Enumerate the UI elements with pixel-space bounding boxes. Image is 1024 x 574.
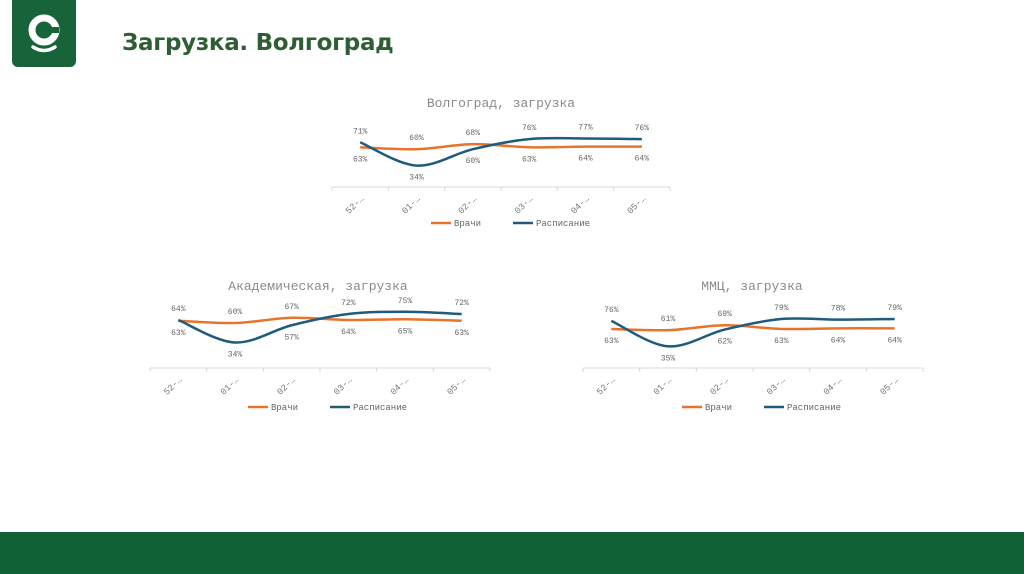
line-chart-2: ММЦ, загрузка 52-… 01-… 02-… 03-… 04-… 05-… 63%…: [582, 279, 924, 413]
series-line-Расписание: [610, 317, 895, 348]
footer-bar: [0, 532, 1024, 574]
data-label: 79%: [774, 304, 789, 313]
data-label: 64%: [831, 336, 846, 345]
data-label: 63%: [454, 329, 469, 338]
legend-label: Расписание: [787, 403, 841, 413]
data-label: 76%: [604, 306, 619, 315]
data-label: 60%: [466, 157, 481, 166]
x-tick-label: 03-…: [765, 375, 787, 397]
logo-icon: [28, 14, 60, 53]
data-label: 68%: [466, 129, 481, 138]
data-label: 34%: [228, 351, 243, 360]
legend-label: Врачи: [271, 403, 298, 413]
data-label: 76%: [635, 124, 650, 133]
data-label: 62%: [717, 338, 732, 347]
x-tick-label: 03-…: [332, 375, 354, 397]
data-label: 79%: [887, 304, 902, 313]
x-tick-label: 02-…: [708, 375, 730, 397]
data-label: 57%: [284, 333, 299, 342]
slide-title: Загрузка. Волгоград: [122, 30, 394, 56]
data-label: 60%: [228, 308, 243, 317]
legend-label: Врачи: [705, 403, 732, 413]
series-line-Расписание: [359, 136, 642, 167]
data-label: 63%: [774, 337, 789, 346]
x-tick-label: 04-…: [822, 375, 844, 397]
data-label: 78%: [831, 305, 846, 314]
chart-title: Волгоград, загрузка: [427, 96, 575, 111]
data-label: 63%: [604, 337, 619, 346]
data-label: 64%: [578, 155, 593, 164]
data-label: 76%: [522, 124, 537, 133]
series-line-Расписание: [177, 310, 462, 344]
data-label: 64%: [887, 336, 902, 345]
series-line-Врачи: [611, 323, 895, 332]
data-label: 69%: [717, 310, 732, 319]
series-line-Врачи: [360, 142, 642, 151]
data-label: 72%: [454, 299, 469, 308]
legend-label: Врачи: [454, 219, 481, 229]
data-label: 64%: [635, 155, 650, 164]
data-label: 67%: [284, 303, 299, 312]
data-label: 34%: [409, 174, 424, 183]
data-label: 72%: [341, 299, 356, 308]
data-label: 77%: [578, 123, 593, 132]
x-tick-label: 52-…: [344, 194, 366, 216]
x-tick-label: 04-…: [569, 194, 591, 216]
data-label: 63%: [353, 155, 368, 164]
x-tick-label: 02-…: [275, 375, 297, 397]
x-tick-label: 01-…: [219, 375, 241, 397]
data-label: 75%: [398, 297, 413, 306]
line-chart-0: Волгоград, загрузка 52-… 01-… 02-… 03-… 04-… 0…: [331, 96, 671, 229]
x-tick-label: 05-…: [445, 375, 467, 397]
x-tick-label: 52-…: [595, 375, 617, 397]
data-label: 65%: [398, 327, 413, 336]
data-label: 61%: [661, 315, 676, 324]
x-tick-label: 03-…: [513, 194, 535, 216]
line-chart-1: Академическая, загрузка 52-… 01-… 02-… 03-… 0…: [149, 279, 491, 413]
data-label: 35%: [661, 354, 676, 363]
data-label: 71%: [353, 127, 368, 136]
legend-label: Расписание: [353, 403, 407, 413]
x-tick-label: 01-…: [400, 194, 422, 216]
data-label: 64%: [341, 328, 356, 337]
x-tick-label: 05-…: [878, 375, 900, 397]
x-tick-label: 04-…: [389, 375, 411, 397]
chart-title: Академическая, загрузка: [228, 279, 408, 294]
company-logo: [12, 0, 76, 67]
x-tick-label: 01-…: [652, 375, 674, 397]
data-label: 64%: [171, 305, 186, 314]
data-label: 63%: [171, 329, 186, 338]
x-tick-label: 52-…: [162, 375, 184, 397]
x-tick-label: 02-…: [457, 194, 479, 216]
legend-label: Расписание: [536, 219, 590, 229]
x-tick-label: 05-…: [626, 194, 648, 216]
data-label: 60%: [409, 134, 424, 143]
chart-title: ММЦ, загрузка: [701, 279, 803, 294]
data-label: 63%: [522, 155, 537, 164]
